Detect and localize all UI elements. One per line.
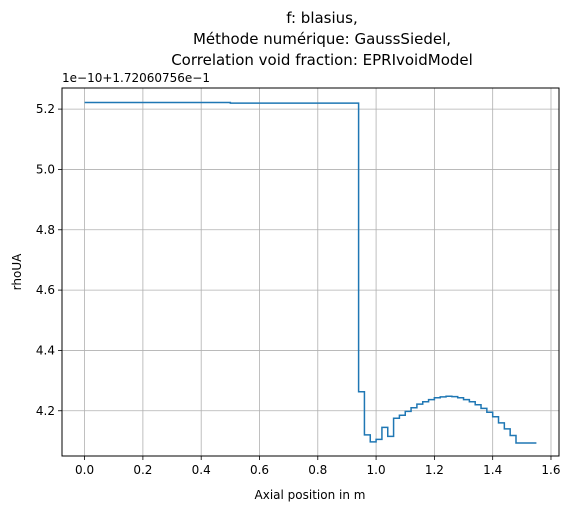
series-group (84, 101, 537, 444)
series-line-0 (84, 101, 537, 444)
y-offset-label: 1e−10+1.72060756e−1 (62, 71, 210, 85)
x-axis-label: Axial position in m (255, 488, 366, 502)
x-tick-label: 0.6 (250, 463, 269, 477)
x-tick-label: 0.4 (192, 463, 211, 477)
x-axis-ticks: 0.0 0.2 0.4 0.6 0.8 1.0 1.2 1.4 1.6 (75, 456, 561, 477)
grid (62, 88, 559, 456)
y-tick-label: 4.8 (36, 223, 55, 237)
x-tick-label: 0.2 (133, 463, 152, 477)
y-tick-label: 4.2 (36, 404, 55, 418)
chart-title-line-2: Méthode numérique: GaussSiedel, (193, 30, 451, 48)
y-tick-label: 4.4 (36, 343, 55, 357)
x-tick-label: 1.0 (367, 463, 386, 477)
y-axis-label: rhoUA (10, 253, 24, 290)
y-tick-label: 5.2 (36, 102, 55, 116)
x-tick-label: 0.0 (75, 463, 94, 477)
y-axis-ticks: 4.2 4.4 4.6 4.8 5.0 5.2 (36, 102, 62, 418)
chart-title: f: blasius, Méthode numérique: GaussSied… (171, 9, 473, 69)
x-tick-label: 1.2 (425, 463, 444, 477)
x-tick-label: 1.6 (541, 463, 560, 477)
y-tick-label: 4.6 (36, 283, 55, 297)
plot-frame (61, 87, 560, 457)
y-tick-label: 5.0 (36, 162, 55, 176)
x-tick-label: 1.4 (483, 463, 502, 477)
x-tick-label: 0.8 (308, 463, 327, 477)
chart-title-line-1: f: blasius, (286, 9, 358, 27)
chart-title-line-3: Correlation void fraction: EPRIvoidModel (171, 51, 473, 69)
